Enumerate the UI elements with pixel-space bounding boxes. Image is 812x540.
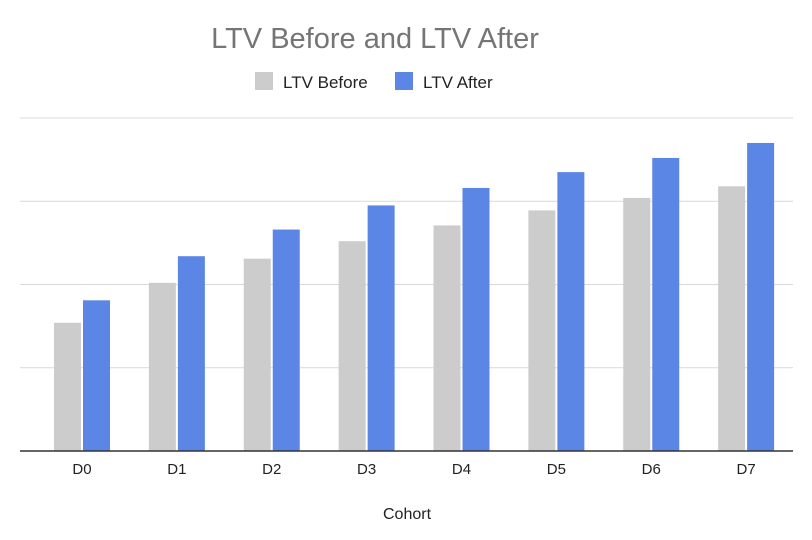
legend: LTV Before LTV After bbox=[255, 72, 493, 92]
bar-ltv-after-d0 bbox=[83, 300, 110, 451]
bar-ltv-before-d0 bbox=[54, 322, 81, 451]
bar-ltv-after-d3 bbox=[367, 205, 395, 451]
bar-ltv-after-d7 bbox=[747, 142, 775, 451]
bar-ltv-after-d4 bbox=[462, 187, 490, 451]
bars bbox=[54, 142, 775, 452]
x-tick-label-d0: D0 bbox=[72, 461, 91, 478]
x-axis-title: Cohort bbox=[383, 506, 432, 523]
x-tick-label-d3: D3 bbox=[357, 461, 376, 478]
x-tick-label-d6: D6 bbox=[642, 461, 661, 478]
chart-title: LTV Before and LTV After bbox=[211, 23, 539, 55]
bar-ltv-after-d6 bbox=[652, 157, 680, 451]
legend-swatch-ltv-after bbox=[395, 72, 413, 90]
legend-swatch-ltv-before bbox=[255, 72, 273, 90]
x-tick-label-d2: D2 bbox=[262, 461, 281, 478]
x-tick-label-d5: D5 bbox=[547, 461, 566, 478]
bar-ltv-before-d6 bbox=[623, 197, 651, 451]
bar-ltv-before-d3 bbox=[338, 241, 366, 451]
bar-ltv-after-d5 bbox=[557, 172, 585, 452]
bar-ltv-after-d1 bbox=[177, 256, 205, 451]
legend-label-ltv-before: LTV Before bbox=[283, 73, 368, 92]
bar-ltv-before-d5 bbox=[528, 210, 556, 451]
x-tick-label-d1: D1 bbox=[167, 461, 186, 478]
x-tick-label-d7: D7 bbox=[737, 461, 756, 478]
x-tick-label-d4: D4 bbox=[452, 461, 471, 478]
bar-ltv-before-d1 bbox=[148, 282, 176, 451]
x-tick-labels: D0 D1 D2 D3 D4 D5 D6 D7 bbox=[72, 461, 755, 478]
bar-ltv-before-d2 bbox=[243, 258, 271, 451]
legend-label-ltv-after: LTV After bbox=[423, 73, 493, 92]
bar-ltv-after-d2 bbox=[272, 229, 300, 451]
bar-ltv-before-d7 bbox=[718, 186, 746, 451]
bar-ltv-before-d4 bbox=[433, 225, 461, 451]
